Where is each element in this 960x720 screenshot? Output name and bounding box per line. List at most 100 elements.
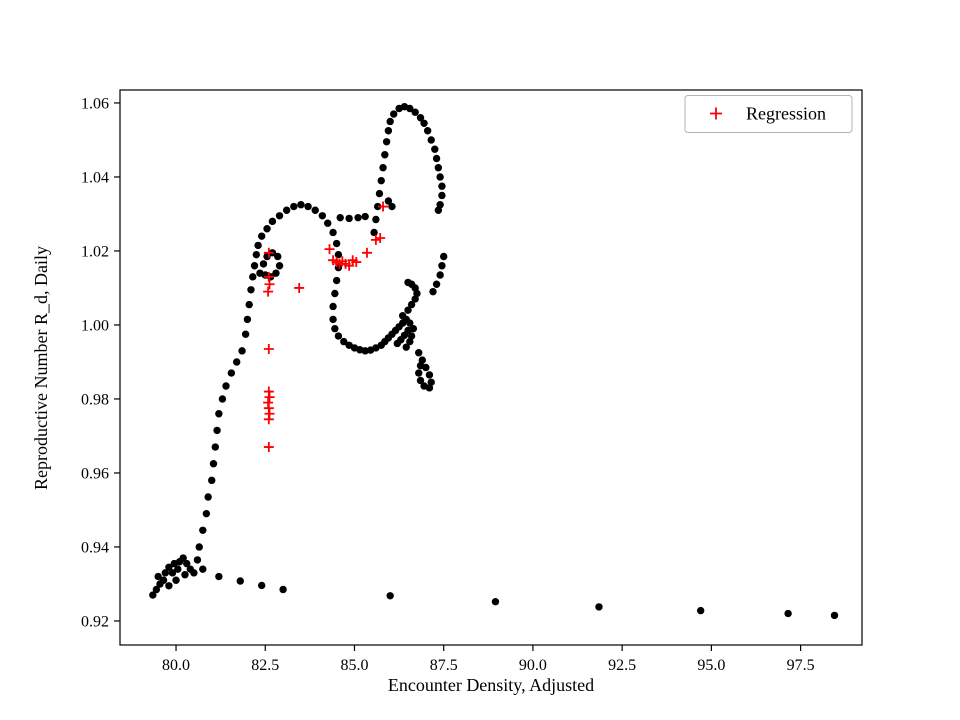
scatter-point bbox=[245, 300, 253, 309]
y-tick-label: 0.94 bbox=[81, 539, 109, 556]
scatter-point bbox=[696, 606, 705, 615]
scatter-point bbox=[304, 202, 312, 211]
scatter-point bbox=[415, 369, 423, 377]
scatter-point bbox=[434, 164, 443, 172]
scatter-point bbox=[409, 324, 418, 333]
regression-marker bbox=[263, 442, 274, 453]
scatter-point bbox=[215, 410, 223, 418]
scatter-point bbox=[161, 569, 170, 577]
scatter-point bbox=[268, 217, 277, 226]
scatter-point bbox=[402, 343, 410, 351]
regression-marker bbox=[324, 244, 335, 255]
scatter-point bbox=[381, 151, 389, 159]
x-tick-label: 95.0 bbox=[697, 657, 725, 674]
regression-marker bbox=[263, 247, 274, 258]
scatter-point bbox=[427, 378, 435, 386]
scatter-point bbox=[382, 138, 391, 146]
scatter-point bbox=[384, 197, 393, 205]
regression-marker bbox=[263, 286, 274, 297]
points-layer bbox=[149, 102, 839, 620]
scatter-point bbox=[152, 585, 161, 594]
axes-frame bbox=[119, 89, 863, 646]
scatter-point bbox=[213, 426, 221, 435]
x-tick-label: 97.5 bbox=[787, 657, 815, 674]
scatter-point bbox=[438, 182, 446, 190]
scatter-point bbox=[398, 312, 407, 320]
scatter-point bbox=[416, 114, 425, 122]
y-tick-label: 1.04 bbox=[81, 169, 109, 186]
scatter-point bbox=[241, 330, 250, 338]
scatter-point bbox=[195, 543, 203, 551]
scatter-point bbox=[227, 369, 236, 377]
scatter-point bbox=[222, 382, 230, 390]
regression-marker bbox=[344, 260, 355, 271]
scatter-point bbox=[340, 337, 348, 346]
y-tick-label: 0.96 bbox=[81, 465, 109, 482]
regression-marker bbox=[264, 279, 275, 290]
y-axis-label: Reproductive Number R_d, Daily bbox=[31, 246, 51, 490]
scatter-point bbox=[329, 315, 337, 324]
scatter-point bbox=[290, 202, 298, 211]
scatter-point bbox=[174, 565, 182, 573]
scatter-point bbox=[257, 232, 266, 240]
scatter-point bbox=[406, 337, 414, 346]
scatter-point bbox=[275, 212, 284, 220]
scatter-point bbox=[199, 565, 207, 573]
scatter-point bbox=[204, 493, 212, 501]
scatter-point bbox=[377, 176, 385, 185]
legend-label: Regression bbox=[746, 104, 826, 124]
scatter-point bbox=[420, 382, 428, 390]
scatter-point bbox=[318, 212, 327, 220]
scatter-point bbox=[311, 206, 319, 214]
scatter-point bbox=[332, 239, 341, 248]
scatter-point bbox=[218, 395, 227, 403]
scatter-point bbox=[386, 117, 394, 126]
scatter-point bbox=[209, 460, 218, 468]
scatter-point bbox=[165, 582, 173, 590]
scatter-point bbox=[436, 173, 444, 181]
scatter-point bbox=[324, 219, 332, 227]
scatter-point bbox=[407, 300, 416, 309]
scatter-point bbox=[334, 332, 343, 340]
scatter-point bbox=[275, 262, 284, 270]
regression-marker bbox=[264, 392, 275, 403]
scatter-point bbox=[159, 576, 168, 584]
scatter-point bbox=[199, 526, 207, 534]
scatter-point bbox=[413, 289, 421, 298]
scatter-point bbox=[491, 598, 500, 606]
x-tick-label: 82.5 bbox=[251, 657, 279, 674]
y-tick-label: 1.06 bbox=[81, 95, 109, 112]
scatter-point bbox=[390, 110, 398, 118]
scatter-point bbox=[431, 145, 439, 153]
scatter-point bbox=[282, 206, 291, 214]
regression-marker bbox=[351, 257, 362, 268]
regression-marker bbox=[361, 247, 372, 258]
scatter-point bbox=[181, 571, 189, 579]
legend-plus-icon bbox=[710, 107, 722, 120]
scatter-point bbox=[373, 202, 382, 211]
legend-box bbox=[684, 95, 853, 133]
scatter-point bbox=[354, 213, 362, 222]
scatter-point bbox=[249, 273, 257, 281]
scatter-point bbox=[379, 164, 387, 172]
scatter-point bbox=[416, 361, 425, 370]
scatter-point bbox=[329, 228, 337, 237]
scatter-point bbox=[411, 295, 419, 303]
scatter-point bbox=[154, 572, 162, 581]
scatter-point bbox=[202, 509, 211, 518]
scatter-point bbox=[418, 356, 426, 364]
scatter-point bbox=[149, 591, 157, 599]
scatter-point bbox=[272, 269, 280, 277]
y-tick-label: 1.00 bbox=[81, 317, 109, 334]
scatter-point bbox=[386, 592, 394, 600]
scatter-point bbox=[429, 287, 437, 296]
scatter-point bbox=[243, 315, 252, 324]
scatter-point bbox=[247, 286, 255, 294]
scatter-point bbox=[436, 201, 444, 209]
scatter-point bbox=[331, 324, 339, 333]
scatter-point bbox=[345, 214, 353, 223]
scatter-point bbox=[168, 569, 177, 577]
scatter-point bbox=[427, 136, 435, 144]
scatter-point bbox=[434, 206, 443, 214]
regression-marker bbox=[370, 234, 381, 245]
